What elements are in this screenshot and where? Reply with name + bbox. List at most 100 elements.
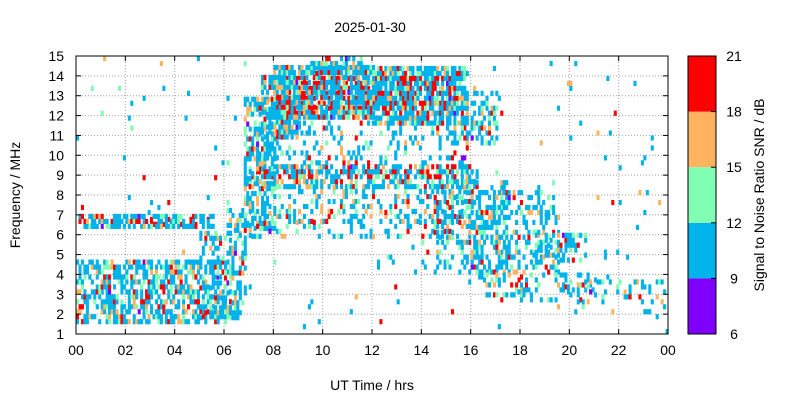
snr-cell: [443, 195, 447, 201]
snr-cell: [268, 210, 272, 217]
snr-cell: [470, 259, 474, 265]
snr-cell: [505, 199, 509, 206]
snr-cell: [278, 228, 282, 234]
snr-cell: [537, 239, 541, 245]
snr-cell: [298, 120, 302, 126]
snr-cell: [132, 259, 136, 265]
snr-cell: [576, 299, 580, 305]
snr-cell: [542, 224, 546, 230]
snr-cell: [478, 214, 482, 221]
snr-cell: [83, 223, 87, 229]
snr-cell: [246, 220, 250, 226]
snr-cell: [310, 60, 314, 67]
snr-cell: [460, 130, 464, 136]
snr-cell: [470, 135, 474, 141]
snr-cell: [640, 284, 644, 290]
snr-cell: [209, 285, 213, 291]
snr-cell: [283, 164, 287, 170]
snr-cell: [423, 208, 427, 215]
snr-cell: [169, 319, 173, 325]
snr-cell: [150, 223, 154, 229]
snr-cell: [288, 95, 292, 101]
snr-cell: [446, 115, 450, 121]
snr-cell: [576, 242, 580, 248]
snr-cell: [167, 309, 171, 315]
snr-cell: [502, 214, 506, 221]
snr-cell: [157, 284, 161, 290]
snr-cell: [409, 110, 413, 116]
snr-cell: [507, 239, 511, 245]
snr-cell: [268, 220, 272, 226]
snr-cell: [216, 284, 220, 290]
snr-cell: [389, 70, 393, 77]
snr-cell: [438, 110, 442, 116]
snr-cell: [394, 110, 398, 116]
snr-cell: [418, 219, 422, 225]
snr-cell: [357, 89, 361, 95]
snr-cell: [216, 310, 220, 316]
snr-cell: [584, 252, 588, 258]
snr-cell: [332, 179, 336, 185]
snr-cell: [312, 224, 316, 230]
snr-cell: [209, 309, 213, 315]
snr-cell: [458, 85, 462, 91]
snr-cell: [325, 169, 329, 175]
snr-cell: [127, 319, 131, 325]
snr-cell: [298, 124, 302, 130]
snr-cell: [453, 195, 457, 201]
snr-cell: [209, 269, 213, 275]
snr-cell: [480, 219, 484, 225]
snr-cell: [502, 277, 506, 283]
snr-cell: [342, 155, 346, 161]
snr-cell: [194, 289, 198, 295]
snr-cell: [98, 264, 102, 270]
snr-cell: [354, 99, 358, 105]
snr-cell: [502, 229, 506, 235]
snr-cell: [103, 264, 107, 270]
snr-cell: [446, 184, 450, 190]
snr-cell: [409, 135, 413, 141]
snr-cell: [431, 184, 435, 190]
snr-cell: [406, 75, 410, 82]
snr-cell: [517, 259, 521, 265]
snr-cell: [524, 282, 528, 288]
snr-cell: [76, 135, 80, 141]
snr-cell: [470, 194, 474, 200]
snr-cell: [300, 169, 304, 175]
snr-cell: [310, 85, 314, 91]
snr-cell: [517, 264, 521, 270]
snr-cell: [204, 310, 208, 316]
snr-cell: [561, 257, 565, 263]
snr-cell: [500, 110, 504, 116]
snr-cell: [162, 85, 166, 91]
snr-cell: [411, 140, 415, 146]
snr-cell: [275, 64, 279, 71]
snr-cell: [364, 233, 368, 239]
snr-cell: [206, 299, 210, 305]
x-axis-label: UT Time / hrs: [330, 377, 414, 393]
snr-cell: [298, 85, 302, 91]
snr-cell: [418, 70, 422, 77]
snr-cell: [167, 199, 171, 206]
snr-cell: [189, 269, 193, 275]
snr-cell: [320, 218, 324, 224]
snr-cell: [179, 221, 183, 227]
snr-cell: [520, 199, 524, 206]
snr-cell: [199, 264, 203, 270]
snr-cell: [130, 294, 134, 300]
snr-cell: [349, 189, 353, 195]
snr-cell: [290, 64, 294, 71]
snr-cell: [302, 223, 306, 229]
snr-cell: [288, 155, 292, 161]
snr-cell: [376, 174, 380, 180]
snr-cell: [428, 174, 432, 180]
snr-cell: [426, 80, 430, 86]
snr-cell: [349, 64, 353, 71]
snr-cell: [438, 140, 442, 146]
snr-cell: [125, 274, 129, 280]
snr-cell: [389, 85, 393, 91]
snr-cell: [357, 74, 361, 81]
snr-cell: [246, 136, 250, 142]
snr-cell: [643, 309, 647, 315]
snr-cell: [396, 70, 400, 77]
